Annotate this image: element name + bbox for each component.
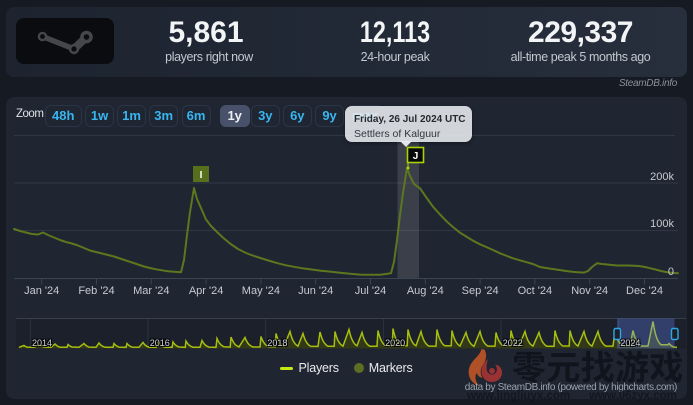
svg-text:I: I — [200, 170, 203, 181]
svg-text:J: J — [413, 151, 419, 162]
